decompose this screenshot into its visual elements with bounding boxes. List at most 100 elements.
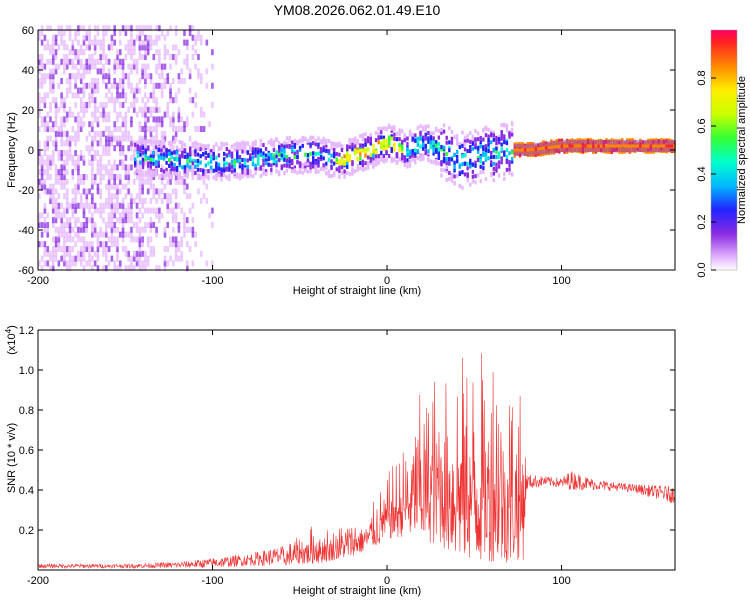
- spectrogram-cell: [503, 134, 506, 139]
- spectrogram-cell: [96, 250, 100, 257]
- spectrogram-cell: [199, 106, 203, 113]
- spectrogram-cell: [60, 97, 63, 104]
- spectrogram-cell: [105, 150, 108, 156]
- spectrogram-cell: [149, 250, 153, 257]
- spectrogram-cell: [63, 207, 66, 214]
- spectrogram-cell: [144, 92, 147, 99]
- spectrogram-cell: [82, 188, 86, 195]
- spectrogram-cell: [82, 159, 86, 166]
- spectrogram-cell: [63, 140, 66, 147]
- spectrogram-cell: [401, 158, 404, 163]
- snr-x-ticks: -200 -100 0 100: [27, 330, 571, 587]
- spectrogram-cell: [178, 154, 181, 159]
- spectrogram-cell: [414, 138, 417, 143]
- spectrogram-cell: [96, 30, 100, 36]
- spectrogram-cell: [174, 44, 178, 51]
- spectrogram-cell: [68, 260, 72, 267]
- spectrogram-cell: [130, 121, 133, 128]
- spectrogram-cell: [293, 155, 297, 160]
- spectrogram-cell: [437, 155, 441, 160]
- spectrogram-cell: [54, 135, 58, 142]
- spectrogram-cell: [351, 167, 354, 172]
- spectrogram-cell: [51, 193, 55, 200]
- spectrogram-cell: [351, 138, 354, 143]
- spectrogram-cell: [471, 179, 475, 184]
- spectrogram-cell: [144, 49, 147, 56]
- spectrogram-cell: [272, 159, 276, 164]
- spectrogram-cell: [155, 265, 158, 272]
- spectrogram-cell: [199, 39, 203, 46]
- spectrogram-cell: [54, 246, 58, 252]
- spectrogram-cell: [194, 141, 197, 146]
- spectrogram-cell: [43, 116, 47, 123]
- spectrogram-cell: [51, 198, 55, 204]
- spectrogram-cell: [238, 158, 242, 163]
- spectrogram-cell: [482, 166, 485, 171]
- spectrogram-cell: [93, 150, 97, 156]
- spectrogram-cell: [121, 58, 125, 65]
- spectrogram-x-label: Height of straight line (km): [293, 285, 421, 297]
- spectrogram-cell: [132, 49, 136, 56]
- spectrogram-cell: [291, 166, 294, 171]
- spectrogram-cell: [230, 151, 234, 156]
- spectrogram-cell: [440, 162, 443, 167]
- spectrogram-cell: [277, 145, 281, 150]
- spectrogram-cell: [393, 142, 396, 147]
- spectrogram-cell: [185, 217, 189, 224]
- spectrogram-cell: [531, 147, 535, 151]
- spectrogram-cell: [130, 236, 133, 243]
- spectrogram-cell: [403, 135, 407, 140]
- spectrogram-cell: [552, 145, 556, 149]
- spectrogram-cell: [144, 111, 147, 118]
- spectrogram-cell: [110, 207, 114, 214]
- spectrogram-cell: [510, 156, 514, 161]
- spectrogram-cell: [141, 198, 144, 204]
- spectrogram-cell: [51, 150, 55, 156]
- spectrogram-cell: [173, 168, 176, 173]
- spectrogram-cell: [174, 193, 178, 200]
- spectrogram-cell: [93, 44, 97, 51]
- spectrogram-cell: [60, 78, 63, 84]
- spectrogram-cell: [673, 144, 676, 148]
- spectrogram-cell: [135, 226, 139, 233]
- spectrogram-cell: [576, 144, 579, 148]
- spectrogram-cell: [113, 135, 116, 142]
- spectrogram-cell: [369, 141, 372, 146]
- spectrogram-cell: [353, 140, 357, 145]
- spectrogram-cell: [152, 246, 156, 252]
- spectrogram-cell: [79, 174, 83, 180]
- spectrogram-cell: [377, 135, 380, 140]
- colorbar-tick-label: 0.2: [696, 214, 708, 229]
- spectrogram-cell: [77, 202, 80, 209]
- spectrogram-cell: [146, 126, 150, 132]
- spectrogram-cell: [301, 143, 304, 148]
- spectrogram-cell: [63, 193, 66, 200]
- spectrogram-cell: [272, 153, 276, 158]
- spectrogram-cell: [183, 58, 186, 65]
- spectrogram-cell: [448, 176, 451, 181]
- spectrogram-cell: [424, 144, 427, 149]
- spectrogram-cell: [361, 133, 365, 138]
- spectrogram-cell: [88, 159, 91, 166]
- spectrogram-cell: [74, 130, 77, 137]
- spectrogram-cell: [57, 193, 61, 200]
- spectrogram-cell: [163, 34, 167, 41]
- spectrogram-cell: [243, 161, 247, 166]
- spectrogram-cell: [82, 87, 86, 94]
- spectrogram-cell: [149, 178, 153, 185]
- spectrogram-cell: [649, 144, 653, 148]
- spectrogram-cell: [188, 68, 192, 75]
- spectrogram-cell: [110, 34, 114, 41]
- spectrogram-cell: [174, 217, 178, 224]
- spectrogram-cell: [277, 158, 281, 163]
- spectrogram-cell: [40, 39, 44, 46]
- spectrogram-cell: [228, 173, 231, 178]
- spectrogram-cell: [539, 147, 543, 150]
- spectrogram-cell: [166, 246, 170, 252]
- spectrogram-cell: [309, 169, 312, 174]
- spectrogram-cell: [398, 132, 401, 137]
- spectrogram-cell: [141, 164, 145, 169]
- spectrogram-cell: [63, 150, 66, 156]
- spectrogram-cell: [144, 25, 147, 32]
- spectrogram-cell: [209, 155, 213, 160]
